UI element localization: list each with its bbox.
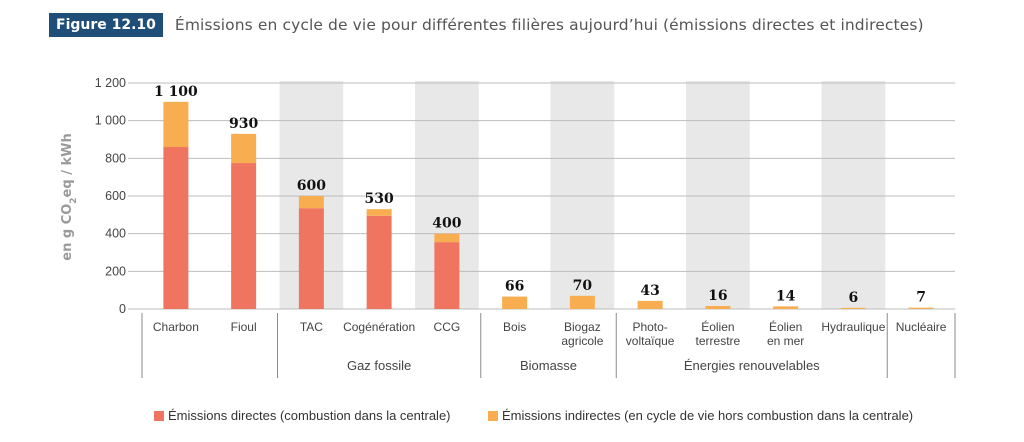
figure-badge: Figure 12.10 xyxy=(49,13,163,37)
figure-title: Émissions en cycle de vie pour différent… xyxy=(174,16,924,34)
category-band xyxy=(686,81,750,309)
bar-indirect xyxy=(637,300,663,309)
y-tick-label: 1 000 xyxy=(95,114,126,128)
bar-indirect xyxy=(569,295,595,309)
x-tick-label: Biogaz xyxy=(564,320,601,334)
category-band xyxy=(821,81,886,309)
x-tick-label: Hydraulique xyxy=(821,320,885,334)
x-tick-label: CCG xyxy=(434,320,461,334)
group-label: Gaz fossile xyxy=(347,358,411,373)
bar-indirect xyxy=(773,306,799,309)
bar-indirect xyxy=(908,307,934,309)
figure-header: Figure 12.10 Émissions en cycle de vie p… xyxy=(49,12,924,38)
group-label: Biomasse xyxy=(520,358,577,373)
bar-indirect xyxy=(502,296,528,309)
x-tick-label: terrestre xyxy=(696,334,741,348)
x-tick-label: Nucléaire xyxy=(896,320,947,334)
x-tick-label: Fioul xyxy=(231,320,257,334)
bar-direct xyxy=(163,147,189,309)
bar-total-label: 600 xyxy=(297,178,326,194)
y-tick-label: 600 xyxy=(105,189,126,203)
bar-indirect xyxy=(163,101,189,148)
bar-total-label: 530 xyxy=(365,191,394,207)
bar-indirect xyxy=(434,233,460,243)
bar-total-label: 1 100 xyxy=(154,84,198,100)
y-tick-label: 400 xyxy=(105,227,126,241)
y-tick-label: 0 xyxy=(119,302,126,316)
bar-total-label: 16 xyxy=(708,288,727,304)
group-label: Énergies renouvelables xyxy=(684,358,820,373)
legend-swatch-indirect xyxy=(488,411,498,421)
bar-total-label: 70 xyxy=(573,278,593,294)
x-tick-label: Éolien xyxy=(701,319,734,334)
bar-total-label: 14 xyxy=(776,288,796,304)
category-band xyxy=(550,81,615,309)
bar-indirect xyxy=(298,196,324,209)
bar-indirect xyxy=(840,307,866,309)
bar-total-label: 930 xyxy=(229,116,258,132)
bar-total-label: 7 xyxy=(916,290,926,306)
x-tick-label: TAC xyxy=(300,320,323,334)
bar-total-label: 43 xyxy=(640,283,659,299)
bar-total-label: 66 xyxy=(505,279,524,295)
x-tick-label: Cogénération xyxy=(343,320,415,334)
bar-direct xyxy=(231,163,257,309)
x-tick-label: Charbon xyxy=(153,320,199,334)
legend-label-direct: Émissions directes (combustion dans la c… xyxy=(168,408,451,423)
y-tick-label: 800 xyxy=(105,151,126,165)
y-tick-label: 200 xyxy=(105,264,126,278)
bar-direct xyxy=(366,215,392,309)
x-tick-label: Bois xyxy=(503,320,526,334)
y-axis-label: en g CO2eq / kWh xyxy=(60,133,79,260)
x-tick-label: en mer xyxy=(767,334,804,348)
legend-label-indirect: Émissions indirectes (en cycle de vie ho… xyxy=(502,408,913,423)
legend-swatch-direct xyxy=(154,411,164,421)
bar-direct xyxy=(298,208,324,309)
bar-indirect xyxy=(231,133,257,164)
x-tick-label: Photo- xyxy=(632,320,667,334)
bar-indirect xyxy=(705,305,731,309)
bar-direct xyxy=(434,242,460,309)
y-tick-label: 1 200 xyxy=(95,76,126,90)
x-tick-label: Éolien xyxy=(769,319,802,334)
bar-total-label: 6 xyxy=(849,290,859,306)
bar-total-label: 400 xyxy=(432,216,461,232)
x-tick-label: agricole xyxy=(561,334,603,348)
x-tick-label: voltaïque xyxy=(626,334,675,348)
bar-indirect xyxy=(366,209,392,216)
